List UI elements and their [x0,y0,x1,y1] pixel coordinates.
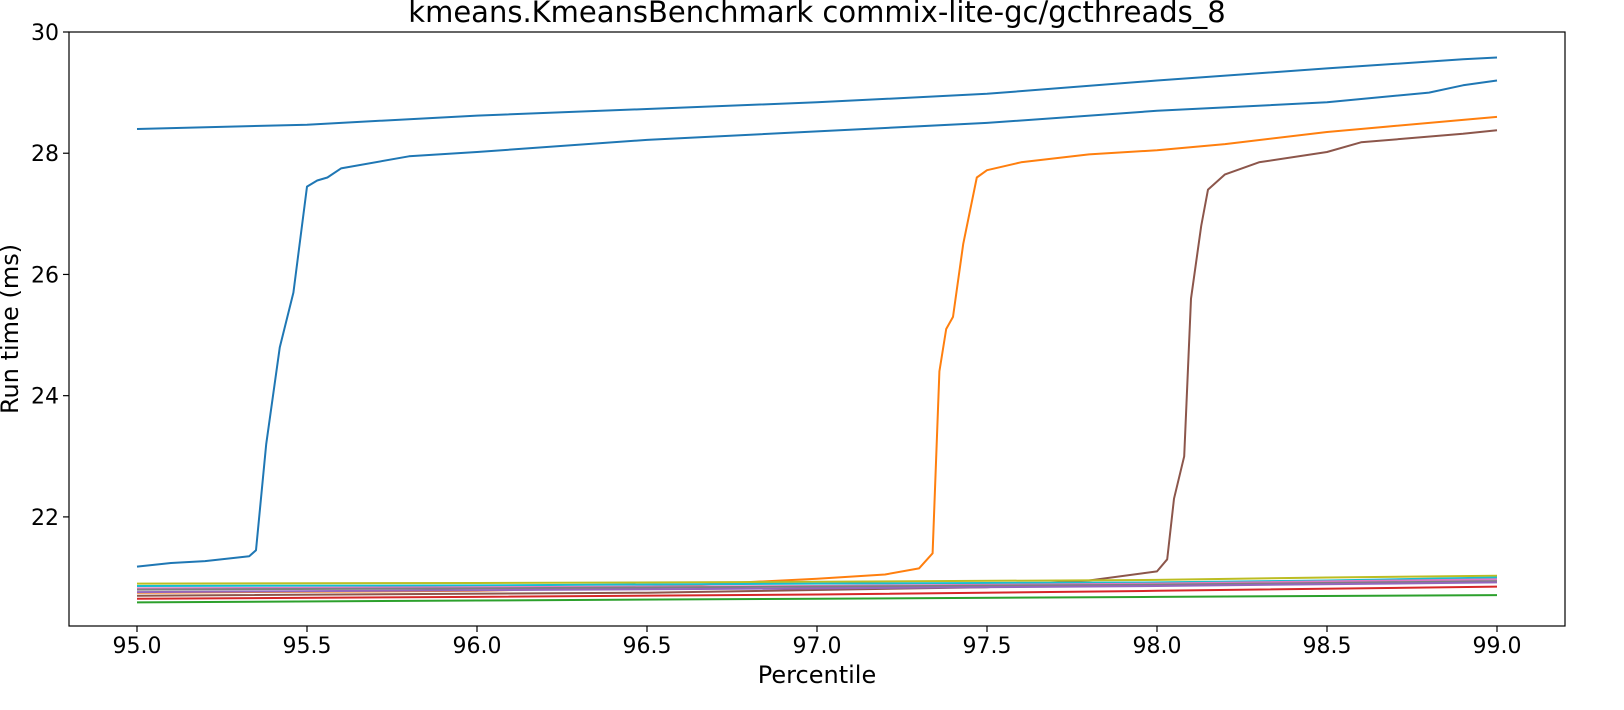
y-tick-label: 28 [31,142,59,167]
x-tick-label: 96.0 [453,634,502,659]
series-line-9 [136,581,1498,594]
y-axis-label: Run time (ms) [0,244,24,414]
x-tick-label: 97.5 [963,634,1012,659]
series-line-3 [136,115,1498,594]
series-line-1 [136,56,1498,130]
x-tick-label: 95.0 [113,634,162,659]
series-line-8 [136,580,1498,591]
x-tick-label: 96.5 [623,634,672,659]
series-line-10 [136,585,1498,600]
series-line-5 [136,574,1498,585]
x-tick-label: 98.0 [1133,634,1182,659]
plot-lines [136,56,1498,604]
x-tick-label: 95.5 [283,634,332,659]
chart-title: kmeans.KmeansBenchmark commix-lite-gc/gc… [408,0,1225,29]
x-tick-label: 99.0 [1473,634,1522,659]
series-line-2 [136,79,1498,568]
y-axis: 22 24 26 28 30 [31,21,69,531]
series-line-11 [136,594,1498,604]
y-tick-label: 30 [31,21,59,46]
x-tick-label: 97.0 [793,634,842,659]
y-tick-label: 24 [31,385,59,410]
series-line-6 [136,576,1498,587]
x-axis-label: Percentile [758,661,876,689]
x-axis: 95.0 95.5 96.0 96.5 97.0 97.5 98.0 98.5 99.0 [113,626,1522,659]
x-tick-label: 98.5 [1303,634,1352,659]
plot-frame [68,31,1566,627]
series-line-4 [136,129,1498,597]
y-tick-label: 26 [31,263,59,288]
y-tick-label: 22 [31,506,59,531]
